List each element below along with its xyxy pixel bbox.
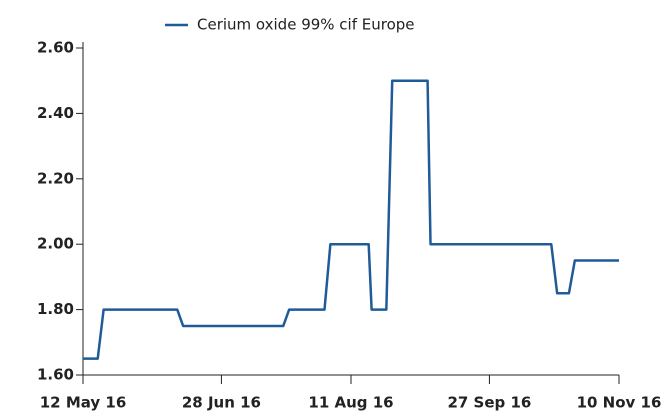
y-tick-label: 2.40 bbox=[37, 104, 74, 122]
x-tick-label: 11 Aug 16 bbox=[308, 394, 393, 412]
legend-label: Cerium oxide 99% cif Europe bbox=[197, 16, 415, 34]
y-tick-label: 1.80 bbox=[37, 300, 74, 318]
x-tick-label: 12 May 16 bbox=[40, 394, 127, 412]
x-tick-label: 28 Jun 16 bbox=[182, 394, 261, 412]
line-series bbox=[83, 79, 619, 360]
y-tick-label: 2.00 bbox=[37, 235, 74, 253]
x-tick-label: 27 Sep 16 bbox=[447, 394, 531, 412]
x-tick-label: 10 Nov 16 bbox=[577, 394, 662, 412]
y-tick-label: 2.20 bbox=[37, 169, 74, 187]
y-tick-label: 1.60 bbox=[37, 366, 74, 384]
y-tick-label: 2.60 bbox=[37, 39, 74, 57]
